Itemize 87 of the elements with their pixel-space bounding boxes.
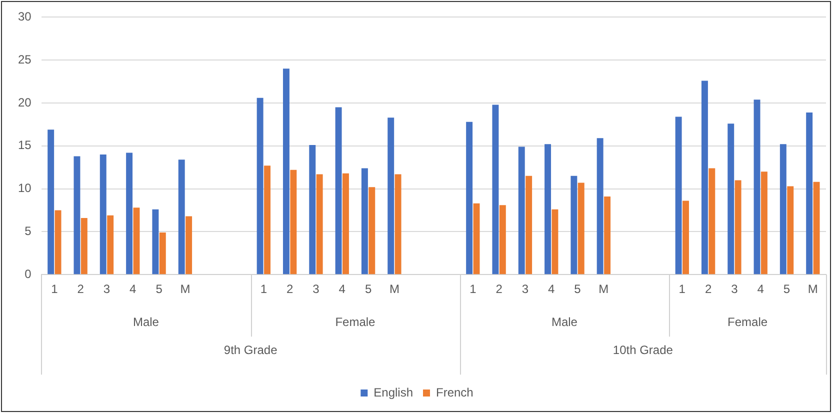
bar [48, 130, 54, 274]
bar [186, 216, 192, 274]
bar [342, 173, 349, 274]
x-tick-label: 2 [496, 282, 503, 296]
x-tick-label: 2 [704, 282, 712, 296]
x-tick-label: 4 [548, 282, 556, 296]
bar [760, 172, 768, 274]
y-tick-label: 20 [18, 95, 32, 110]
bar [80, 218, 88, 274]
x-tick-label: 1 [678, 282, 686, 296]
bar [518, 146, 525, 274]
bar [159, 232, 166, 274]
x-tick-label: 1 [260, 282, 268, 296]
x-tick-label: 1 [470, 282, 477, 296]
bar [544, 144, 552, 274]
bar [701, 80, 708, 274]
bar [734, 180, 742, 274]
bar [282, 68, 290, 274]
text: Female [335, 314, 376, 329]
bar [780, 144, 786, 274]
legend-label: English [374, 385, 414, 400]
x-tick-label: 3 [312, 282, 320, 296]
x-tick-label: 5 [364, 282, 372, 296]
x-tick-label: M [389, 282, 400, 296]
bar [570, 176, 578, 274]
x-tick-label: 3 [522, 282, 529, 296]
bar [100, 154, 106, 274]
x-tick-label: 2 [77, 282, 84, 296]
bar [316, 174, 323, 274]
x-tick-label: M [598, 282, 609, 296]
bar [813, 182, 820, 274]
x-tick-label: 4 [130, 282, 137, 296]
bar [806, 112, 813, 274]
bar [526, 176, 532, 274]
x-tick-label: 4 [757, 282, 764, 296]
x-tick-label: 2 [286, 282, 294, 296]
bar [682, 200, 689, 274]
bar [256, 98, 264, 274]
x-tick-label: M [180, 282, 190, 296]
bar [264, 166, 270, 274]
x-tick-label: 5 [156, 282, 163, 296]
bar [499, 205, 506, 274]
bar [578, 182, 584, 274]
bar [368, 187, 376, 274]
text: 10th Grade [612, 342, 674, 357]
bar [178, 160, 185, 274]
bar [152, 209, 159, 274]
bar [290, 170, 297, 274]
y-tick-label: 25 [18, 52, 32, 66]
bar [133, 208, 140, 274]
bar [473, 203, 480, 274]
y-tick-label: 0 [24, 266, 32, 281]
y-tick-label: 5 [24, 224, 32, 238]
bar [492, 104, 499, 274]
bar [309, 145, 316, 274]
bar [388, 118, 394, 274]
bar [335, 107, 342, 274]
bar [708, 168, 716, 274]
bar [552, 209, 558, 274]
y-tick-label: 30 [18, 10, 32, 24]
x-tick-label: 5 [574, 282, 582, 296]
legend-label: French [436, 385, 474, 400]
bar [394, 174, 402, 274]
bar [596, 138, 604, 274]
text: Male [551, 314, 578, 329]
x-tick-label: M [808, 282, 818, 296]
bar [466, 122, 473, 274]
y-tick-label: 15 [18, 138, 32, 152]
bar [361, 168, 368, 274]
y-tick-label: 10 [18, 181, 32, 196]
x-tick-label: 3 [103, 282, 110, 296]
text: 9th Grade [224, 342, 278, 357]
x-tick-label: 1 [51, 282, 58, 296]
bar [54, 210, 62, 274]
bar [754, 100, 760, 274]
bar [728, 124, 734, 274]
bar [675, 116, 682, 274]
x-tick-label: 5 [783, 282, 790, 296]
text: Male [132, 314, 160, 329]
x-tick-label: 3 [731, 282, 738, 296]
x-tick-label: 4 [338, 282, 346, 296]
bar [126, 152, 133, 274]
bar [107, 215, 114, 274]
bar [787, 186, 794, 274]
bar [604, 196, 611, 274]
text: Female [728, 314, 768, 329]
bar [74, 156, 80, 274]
